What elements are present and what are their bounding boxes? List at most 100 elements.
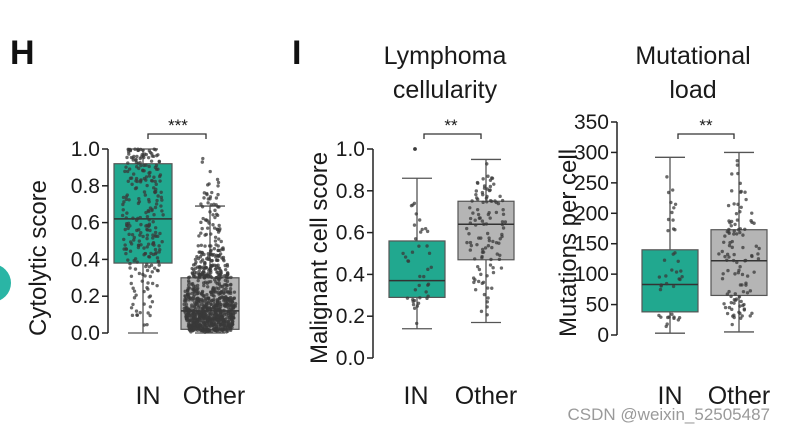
- data-point: [137, 271, 142, 276]
- data-point: [732, 252, 736, 257]
- data-point: [480, 219, 485, 223]
- data-point: [137, 197, 141, 201]
- data-point: [135, 154, 139, 159]
- data-point: [426, 267, 430, 272]
- data-point: [735, 163, 740, 167]
- data-point: [488, 216, 492, 220]
- data-point: [199, 202, 203, 206]
- data-point: [133, 186, 138, 191]
- data-point: [132, 296, 137, 300]
- box-iqr: [457, 200, 515, 261]
- data-point: [199, 266, 203, 270]
- significance-label: **: [699, 116, 713, 135]
- data-point: [743, 227, 747, 231]
- data-point: [126, 179, 130, 183]
- data-point: [218, 291, 223, 295]
- data-point: [141, 234, 145, 239]
- data-point: [209, 268, 213, 273]
- data-point: [215, 177, 220, 182]
- data-point: [147, 164, 151, 169]
- data-point: [498, 194, 502, 199]
- data-point: [146, 281, 150, 285]
- data-point: [187, 319, 191, 323]
- data-point: [672, 316, 676, 321]
- data-point: [134, 293, 138, 297]
- data-point: [500, 234, 504, 239]
- data-point: [232, 290, 237, 294]
- data-point: [662, 258, 667, 262]
- data-point: [192, 323, 197, 327]
- data-point: [137, 199, 142, 204]
- data-point: [736, 202, 740, 207]
- data-point: [221, 295, 225, 300]
- data-point: [193, 262, 197, 266]
- data-point: [126, 150, 131, 154]
- chart-cytolytic-score: Cytolytic score IN Other *** 0.0 0.2 0.4 0.…: [25, 116, 245, 410]
- y-tick-label: 250: [574, 172, 609, 195]
- data-point: [485, 231, 490, 236]
- data-point: [737, 268, 741, 272]
- data-point: [475, 180, 480, 185]
- data-point: [127, 198, 131, 202]
- data-point: [498, 237, 502, 241]
- data-point: [744, 197, 748, 202]
- data-point: [127, 232, 131, 237]
- data-point: [485, 200, 489, 204]
- data-point: [126, 258, 130, 262]
- data-point: [490, 286, 494, 290]
- data-point: [484, 196, 489, 200]
- data-point: [738, 209, 742, 214]
- data-point: [750, 253, 754, 258]
- data-point: [214, 243, 218, 247]
- data-point: [122, 200, 126, 204]
- data-point: [123, 243, 127, 247]
- data-point: [741, 289, 746, 294]
- data-point: [225, 264, 230, 268]
- data-point: [658, 287, 663, 292]
- data-point: [219, 239, 223, 244]
- data-point: [743, 259, 747, 263]
- data-point: [148, 274, 152, 279]
- data-point: [126, 169, 130, 174]
- data-point: [195, 292, 199, 296]
- data-point: [494, 200, 498, 205]
- data-point: [739, 189, 743, 194]
- data-point: [228, 298, 232, 302]
- data-point: [480, 247, 485, 252]
- data-point: [145, 236, 149, 241]
- data-point: [126, 161, 130, 165]
- data-point: [727, 227, 731, 232]
- data-point: [144, 178, 148, 182]
- data-point: [131, 302, 135, 307]
- data-point: [665, 322, 669, 326]
- data-point: [145, 227, 149, 232]
- data-point: [194, 271, 199, 275]
- data-point: [123, 227, 127, 232]
- data-point: [209, 302, 213, 306]
- data-point: [197, 250, 201, 254]
- data-point: [155, 198, 159, 203]
- data-point: [208, 279, 213, 284]
- data-point: [132, 238, 136, 242]
- y-tick-label: 0.4: [71, 248, 101, 271]
- data-point: [465, 240, 469, 245]
- data-point: [142, 252, 146, 257]
- data-point: [144, 210, 148, 215]
- data-point: [722, 302, 726, 306]
- chart-mutations-per-cell: Mutational load Mutations per cell IN Ot…: [555, 42, 770, 410]
- data-point: [223, 295, 228, 299]
- data-point: [160, 240, 164, 244]
- data-point: [228, 289, 233, 294]
- data-point: [491, 239, 495, 244]
- data-point: [412, 223, 417, 227]
- data-point: [210, 190, 214, 195]
- data-point: [500, 220, 505, 224]
- data-point: [420, 227, 424, 232]
- data-point: [211, 311, 216, 316]
- data-point: [730, 307, 734, 312]
- data-point: [146, 242, 151, 246]
- data-point: [475, 197, 480, 202]
- data-point: [149, 178, 154, 183]
- data-point: [417, 244, 421, 248]
- data-point: [492, 182, 496, 186]
